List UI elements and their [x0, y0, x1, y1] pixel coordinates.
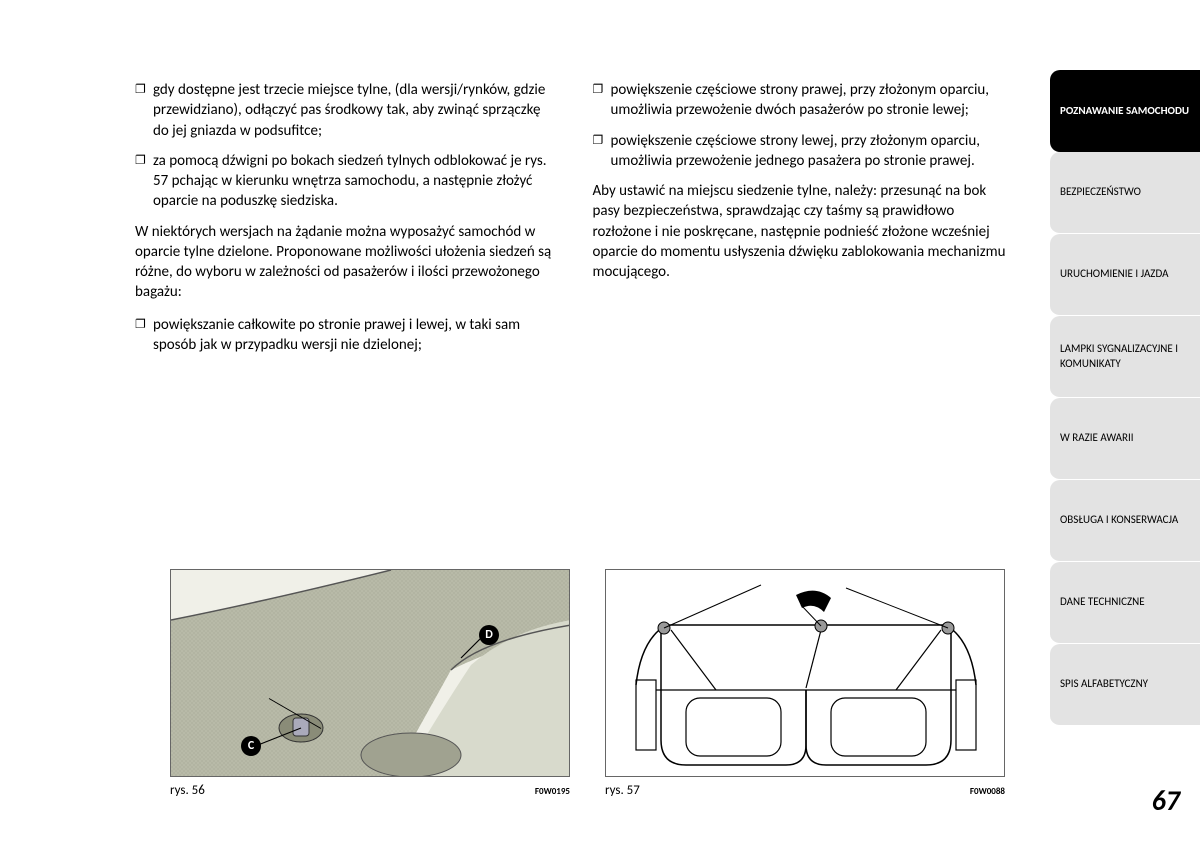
callout-c: C [241, 736, 261, 756]
tab-dane-techniczne[interactable]: DANE TECHNICZNE [1050, 562, 1200, 644]
figure-image [605, 569, 1005, 777]
tab-poznawanie-samochodu[interactable]: POZNAWANIE SAMOCHODU [1050, 70, 1200, 152]
figure-56: C D rys. 56 F0W0195 [170, 569, 570, 798]
bullet-text: gdy dostępne jest trzecie miejsce tylne,… [153, 80, 553, 141]
figure-row: C D rys. 56 F0W0195 [170, 569, 1005, 798]
bullet-marker-icon: ❐ [593, 131, 611, 172]
tab-bezpieczenstwo[interactable]: BEZPIECZEŃSTWO [1050, 152, 1200, 234]
tab-obsluga-i-konserwacja[interactable]: OBSŁUGA I KONSERWACJA [1050, 480, 1200, 562]
figure-code: F0W0195 [535, 786, 570, 797]
figure-57: rys. 57 F0W0088 [605, 569, 1005, 798]
seat-diagram-icon [171, 570, 570, 777]
figure-caption: rys. 56 F0W0195 [170, 783, 570, 798]
tab-w-razie-awarii[interactable]: W RAZIE AWARII [1050, 398, 1200, 480]
tab-lampki-sygnalizacyjne[interactable]: LAMPKI SYGNALIZACYJNE I KOMUNIKATY [1050, 316, 1200, 398]
bullet-text: za pomocą dźwigni po bokach siedzeń tyln… [153, 151, 553, 212]
figure-label: rys. 57 [605, 783, 640, 798]
rear-seat-diagram-icon [606, 570, 1005, 777]
callout-d: D [479, 625, 499, 645]
tab-uruchomienie-i-jazda[interactable]: URUCHOMIENIE I JAZDA [1050, 234, 1200, 316]
bullet-text: powiększenie częściowe strony prawej, pr… [611, 80, 1011, 121]
bullet-item: ❐ powiększenie częściowe strony lewej, p… [593, 131, 1011, 172]
bullet-item: ❐ powiększenie częściowe strony prawej, … [593, 80, 1011, 121]
bullet-marker-icon: ❐ [135, 151, 153, 212]
bullet-marker-icon: ❐ [593, 80, 611, 121]
figure-image: C D [170, 569, 570, 777]
page-number: 67 [1152, 783, 1180, 818]
bullet-marker-icon: ❐ [135, 315, 153, 356]
bullet-item: ❐ gdy dostępne jest trzecie miejsce tyln… [135, 80, 553, 141]
bullet-marker-icon: ❐ [135, 80, 153, 141]
paragraph: W niektórych wersjach na żądanie można w… [135, 222, 553, 303]
bullet-text: powiększanie całkowite po stronie prawej… [153, 315, 553, 356]
bullet-text: powiększenie częściowe strony lewej, prz… [611, 131, 1011, 172]
figure-code: F0W0088 [970, 786, 1005, 797]
tab-spis-alfabetyczny[interactable]: SPIS ALFABETYCZNY [1050, 644, 1200, 726]
section-tabs-sidebar: POZNAWANIE SAMOCHODU BEZPIECZEŃSTWO URUC… [1050, 0, 1200, 848]
bullet-item: ❐ za pomocą dźwigni po bokach siedzeń ty… [135, 151, 553, 212]
figure-label: rys. 56 [170, 783, 205, 798]
bullet-item: ❐ powiększanie całkowite po stronie praw… [135, 315, 553, 356]
figure-caption: rys. 57 F0W0088 [605, 783, 1005, 798]
paragraph: Aby ustawić na miejscu siedzenie tylne, … [593, 181, 1011, 282]
